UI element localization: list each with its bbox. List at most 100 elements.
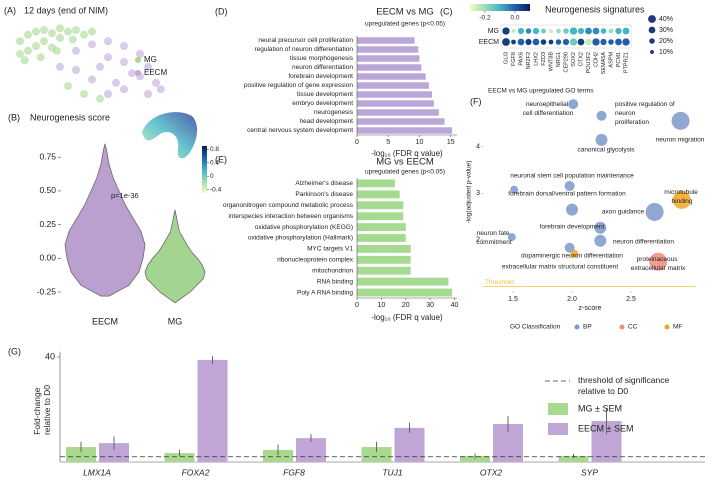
point <box>120 58 128 66</box>
dot <box>615 27 622 35</box>
category-label: interspecies interaction between organis… <box>228 213 353 220</box>
bar <box>460 455 490 462</box>
bar <box>357 82 429 89</box>
point <box>104 37 112 46</box>
x-axis-label: -log₁₀ (FDR q value) <box>371 313 443 322</box>
bar <box>263 449 293 462</box>
panel-label: (B) <box>8 112 20 122</box>
y-tick-label: 0.50 <box>39 185 56 195</box>
x-axis-label: z-score <box>579 305 602 312</box>
dot <box>592 27 600 35</box>
bar <box>357 64 422 71</box>
gene-label: PCM1 <box>616 52 622 67</box>
y-tick-label: 0.75 <box>39 151 56 161</box>
category-label: regulation of neuron differentiation <box>254 46 353 53</box>
bubble <box>566 203 578 216</box>
dot <box>541 28 546 34</box>
violin <box>144 209 206 304</box>
x-tick-label: 5 <box>386 139 390 146</box>
gene-label: LHX2 <box>533 52 539 66</box>
colorbar-tick-label: 0 <box>210 173 214 180</box>
panel-label: (A) <box>4 5 16 15</box>
x-tick-label: 20 <box>402 302 410 309</box>
category-label: tissue morphogenesis <box>290 55 354 62</box>
x-tick-label: 40 <box>451 302 459 309</box>
legend-label: threshold of significance relative to D0 <box>578 375 672 396</box>
bubble <box>595 133 608 146</box>
x-tick-label: FGF8 <box>283 467 305 477</box>
dot <box>615 38 622 46</box>
gene-label: NR2F2 <box>526 52 532 69</box>
gene-label: SEMA5A <box>601 52 607 75</box>
bar <box>164 453 195 462</box>
category-label: ribonucleoprotein complex <box>277 257 354 264</box>
category-label: positive regulation of gene expression <box>244 82 354 89</box>
x-tick-label: 15 <box>447 139 455 146</box>
bubble-label: neuron fate commitment <box>476 230 512 246</box>
bubble-label: forebrain dorsal/ventral pattern formati… <box>508 191 626 198</box>
dot <box>563 28 569 34</box>
dot <box>532 38 540 46</box>
chart-title: EECM vs MG upregulated GO terms <box>488 88 594 95</box>
point <box>24 30 32 39</box>
x-tick-label: TUJ1 <box>382 467 403 477</box>
category-label: tissue development <box>297 91 353 98</box>
point <box>120 42 128 50</box>
dot <box>540 39 547 45</box>
x-tick-label: 1.5 <box>508 296 518 303</box>
bubble-label: extracellular matrix structural constitu… <box>502 264 619 271</box>
dot <box>525 38 532 46</box>
point <box>72 46 80 55</box>
bubble-label: axon guidance <box>602 209 645 216</box>
bubble-label: neuroepithelial cell differentiation <box>523 101 574 117</box>
legend-marker <box>135 70 141 76</box>
point <box>68 35 77 44</box>
x-tick-label: FOXA2 <box>182 467 210 477</box>
panel-label: (D) <box>215 6 228 16</box>
bar <box>197 359 228 462</box>
gene-label: NRG1 <box>556 52 562 67</box>
y-tick-label: 0.25 <box>39 219 56 229</box>
bubble <box>671 111 690 130</box>
dot <box>549 29 553 33</box>
x-tick-label: 2.0 <box>567 296 577 303</box>
size-legend-marker <box>648 15 656 23</box>
panel-label: (C) <box>440 6 453 16</box>
x-tick-label: 0 <box>355 302 359 309</box>
row-label: MG <box>488 28 499 35</box>
bubble-label: canonical glycolysis <box>577 147 635 154</box>
bar <box>357 255 411 264</box>
dot <box>502 27 510 35</box>
point <box>112 78 120 87</box>
bar <box>357 266 411 275</box>
point <box>64 82 72 90</box>
dot <box>585 27 592 35</box>
legend-label: CC <box>628 324 638 331</box>
inset-umap <box>142 112 198 159</box>
bar <box>361 447 392 462</box>
bubble-label: positive regulation of neuron proliferat… <box>615 101 676 126</box>
dot <box>556 28 561 34</box>
point <box>32 42 40 50</box>
dot <box>502 38 510 46</box>
x-tick-label: SYP <box>581 467 598 477</box>
legend-label: MG ± SEM <box>578 403 622 413</box>
point <box>24 46 32 55</box>
dot <box>517 27 525 35</box>
y-axis-label: Fold-change relative to D0 <box>32 385 52 435</box>
colorbar-tick-label: 0.8 <box>210 146 219 153</box>
legend-marker <box>619 324 625 330</box>
x-tick-label: 0 <box>355 139 359 146</box>
bar <box>357 100 434 107</box>
colorbar-tick-label: -0.4 <box>210 186 222 193</box>
category-label: MYC targets V1 <box>307 246 353 253</box>
gene-label: CEP290 <box>563 52 569 73</box>
bar <box>357 244 411 253</box>
bubble-label: neuronal stem cell population maintenanc… <box>510 173 634 180</box>
gene-label: PTPRZ1 <box>623 52 629 73</box>
threshold-label: Threshold <box>485 279 514 286</box>
x-axis-label: -log₁₀ (FDR q value) <box>371 149 443 158</box>
colorbar-tick-label: 0.0 <box>510 15 519 22</box>
point <box>72 66 80 74</box>
